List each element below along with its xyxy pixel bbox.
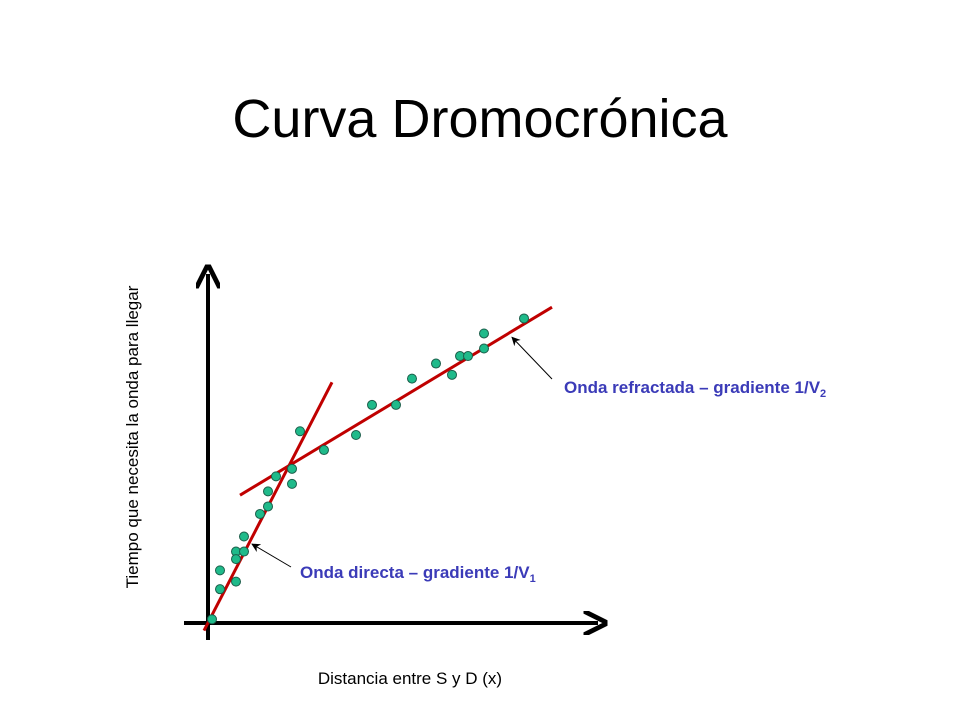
y-axis-label: Tiempo que necesita la onda para llegar — [123, 285, 142, 588]
data-point — [239, 531, 249, 542]
annotation-direct-label: Onda directa – gradiente 1/V — [300, 563, 530, 582]
data-point — [263, 486, 273, 497]
annotation-refracted-subscript: 2 — [820, 388, 826, 400]
data-point — [447, 369, 457, 380]
data-point — [351, 430, 361, 440]
data-point — [479, 343, 489, 354]
annotation-direct-text: Onda directa – gradiente 1/V1 — [300, 563, 536, 585]
fit-lines — [202, 305, 553, 632]
data-point — [287, 463, 297, 474]
page-title: Curva Dromocrónica — [232, 89, 728, 149]
annotation-direct-subscript: 1 — [530, 573, 536, 585]
data-point — [519, 313, 529, 324]
data-point — [231, 554, 241, 565]
annotation-refracted-label: Onda refractada – gradiente 1/V — [564, 378, 821, 397]
data-point — [215, 584, 225, 595]
data-point — [255, 508, 265, 519]
data-point — [407, 373, 417, 384]
annotation-direct-arrow — [251, 543, 292, 568]
annotation-refracted-arrow — [511, 336, 553, 380]
data-point — [287, 478, 297, 489]
data-point — [215, 565, 225, 576]
data-point — [231, 576, 241, 587]
data-points — [207, 313, 529, 625]
data-point — [479, 328, 489, 339]
annotation-direct: Onda directa – gradiente 1/V1 — [251, 543, 536, 585]
annotation-refracted-text: Onda refractada – gradiente 1/V2 — [564, 378, 826, 400]
data-point — [367, 399, 377, 410]
annotation-refracted: Onda refractada – gradiente 1/V2 — [511, 336, 826, 400]
x-axis-label: Distancia entre S y D (x) — [318, 669, 502, 688]
data-point — [263, 501, 273, 512]
data-point — [391, 399, 401, 410]
data-point — [239, 546, 249, 557]
data-point — [207, 614, 217, 625]
data-point — [295, 426, 305, 437]
data-point — [271, 471, 281, 482]
axes — [184, 274, 598, 640]
data-point — [463, 351, 473, 362]
data-point — [319, 445, 329, 456]
data-point — [431, 358, 441, 369]
